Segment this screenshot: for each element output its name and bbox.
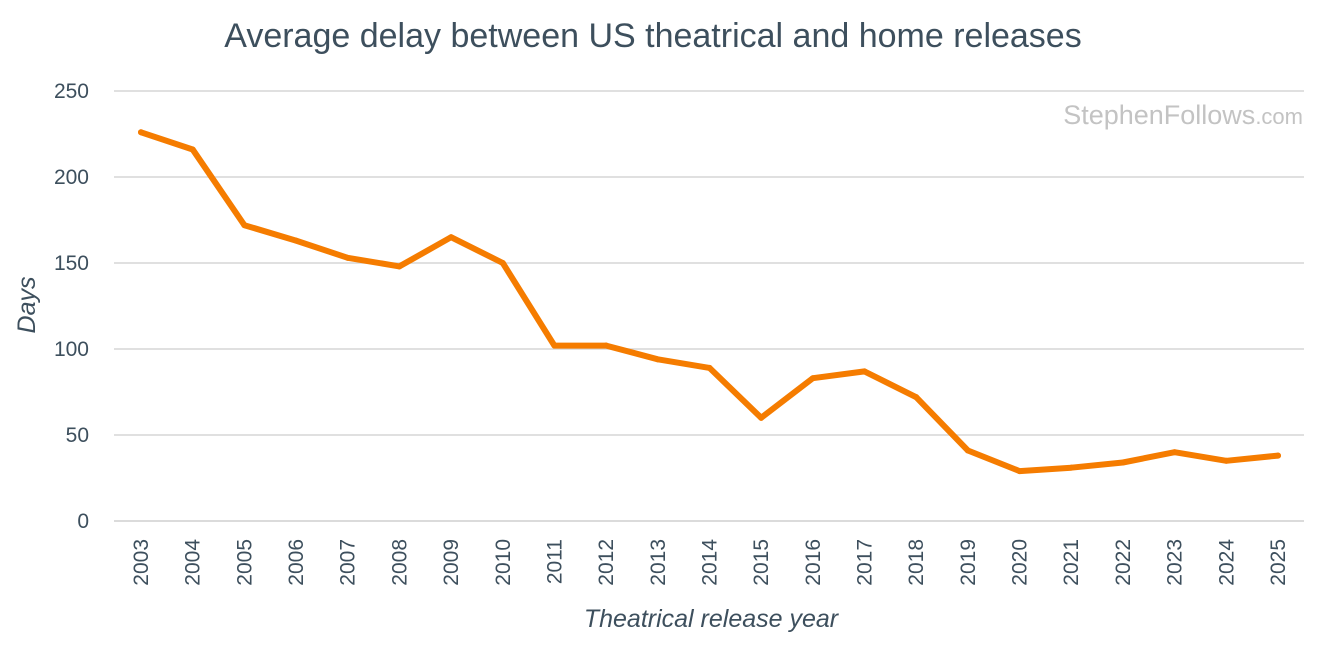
data-point-2005	[241, 222, 248, 229]
x-tick-label: 2025	[1267, 539, 1290, 586]
x-tick-label: 2010	[492, 539, 515, 586]
x-tick-label: 2019	[957, 539, 980, 586]
x-tick-label: 2023	[1164, 539, 1187, 586]
data-point-2013	[654, 356, 661, 363]
x-tick-label: 2016	[802, 539, 825, 586]
data-point-2022	[1119, 459, 1126, 466]
x-tick-label: 2014	[698, 539, 721, 586]
y-tick-label: 200	[54, 166, 89, 189]
y-axis-ticks: 0 50 100 150 200 250	[54, 80, 89, 533]
x-tick-label: 2007	[337, 539, 360, 586]
data-point-2007	[344, 254, 351, 261]
y-tick-label: 0	[77, 510, 89, 533]
x-tick-label: 2005	[233, 539, 256, 586]
data-point-2010	[499, 260, 506, 266]
x-tick-label: 2021	[1060, 539, 1083, 586]
data-point-2006	[293, 237, 300, 244]
x-tick-label: 2011	[543, 539, 566, 584]
x-tick-label: 2018	[905, 539, 928, 586]
data-point-2014	[706, 364, 713, 371]
watermark-suffix: .com	[1255, 104, 1303, 129]
x-tick-label: 2020	[1009, 539, 1032, 586]
x-tick-label: 2024	[1215, 539, 1238, 586]
gridlines	[114, 90, 1304, 522]
data-point-2004	[189, 146, 196, 153]
data-point-2023	[1171, 449, 1178, 456]
x-axis-ticks: 2003 2004 2005 2006 2007 2008 2009 2010 2011 2012…	[130, 539, 1290, 586]
x-tick-label: 2004	[182, 539, 205, 586]
x-tick-label: 2009	[440, 539, 463, 586]
data-point-2018	[913, 394, 920, 401]
y-tick-label: 250	[54, 80, 89, 103]
data-point-2003	[138, 129, 144, 136]
data-point-2012	[603, 342, 610, 349]
watermark: StephenFollows.com	[1063, 100, 1303, 130]
series-layer	[138, 129, 1281, 475]
data-point-2008	[396, 263, 403, 270]
x-tick-label: 2015	[750, 539, 773, 586]
data-point-2011	[551, 342, 558, 349]
watermark-main: StephenFollows	[1063, 100, 1255, 130]
data-point-2015	[758, 414, 765, 421]
data-point-2024	[1223, 457, 1230, 464]
data-point-2017	[861, 368, 868, 375]
data-point-2021	[1068, 464, 1075, 471]
series-line	[138, 129, 1281, 475]
x-axis-label: Theatrical release year	[584, 605, 840, 633]
data-point-2009	[448, 234, 455, 241]
x-tick-label: 2008	[388, 539, 411, 586]
data-point-2016	[809, 375, 816, 382]
data-point-2020	[1016, 468, 1023, 475]
x-tick-label: 2013	[647, 539, 670, 586]
x-tick-label: 2003	[130, 539, 153, 586]
data-point-2025	[1274, 452, 1281, 459]
y-tick-label: 150	[54, 252, 89, 275]
x-tick-label: 2017	[854, 539, 877, 586]
y-tick-label: 50	[66, 424, 89, 447]
data-point-2019	[964, 447, 971, 454]
y-axis-label: Days	[13, 277, 41, 334]
x-tick-label: 2006	[285, 539, 308, 586]
x-tick-label: 2022	[1112, 539, 1135, 586]
y-tick-label: 100	[54, 338, 89, 361]
chart-title: Average delay between US theatrical and …	[224, 17, 1081, 55]
x-tick-label: 2012	[595, 539, 618, 586]
